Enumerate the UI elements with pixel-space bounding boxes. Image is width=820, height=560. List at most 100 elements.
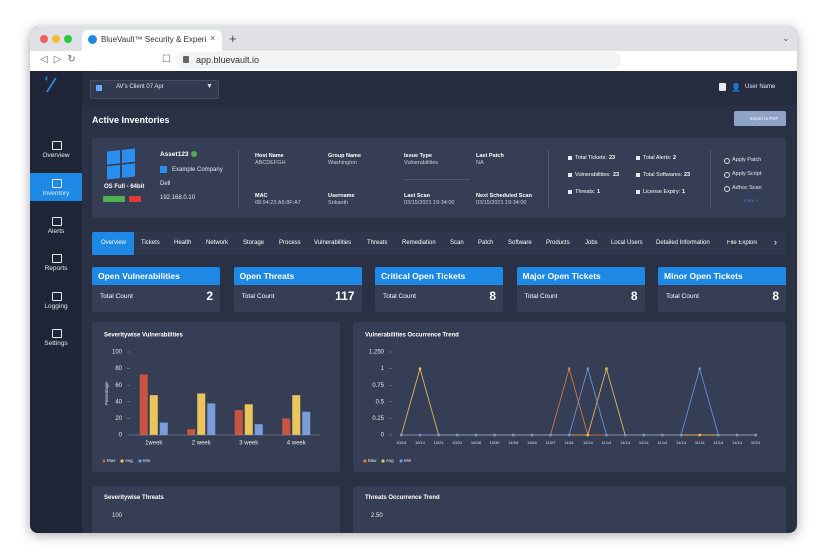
tab-scroll[interactable]: › [774, 237, 777, 247]
tab[interactable]: Patch [478, 240, 494, 246]
field-label: Next Scheduled Scan [476, 193, 532, 199]
card-title: Minor Open Tickets [664, 271, 743, 281]
card-label: Total Count [100, 293, 133, 300]
action[interactable]: Apply Patch [732, 157, 762, 163]
tab-close[interactable]: × [210, 33, 216, 43]
card-label: Total Count [241, 293, 275, 300]
user-icon[interactable]: 👤 [731, 83, 741, 92]
stat-label: Threats: [575, 189, 596, 195]
nav-icon [52, 217, 62, 226]
badge-red [129, 196, 141, 202]
stat-value: 1 [682, 189, 686, 195]
nav-item[interactable]: Inventory [42, 190, 70, 197]
nav-item[interactable]: Logging [44, 303, 68, 310]
field-value: Washington [328, 160, 357, 166]
tab-menu[interactable]: ⌄ [782, 33, 790, 43]
stat-icon [636, 190, 640, 194]
card-head [92, 267, 220, 285]
tab[interactable]: Tickets [141, 240, 160, 246]
min-dot[interactable] [52, 35, 60, 43]
nav-buttons[interactable]: ◁▷↻ [40, 54, 82, 65]
stat-value: 23 [684, 172, 691, 178]
nav-item[interactable]: Settings [44, 340, 68, 347]
url: app.bluevault.io [196, 55, 260, 65]
nav-icon [52, 292, 62, 301]
stat-value: 1 [597, 189, 601, 195]
page-title: Active Inventories [92, 115, 170, 125]
card-title: Critical Open Tickets [381, 271, 466, 281]
tab[interactable]: Process [279, 240, 301, 246]
tab[interactable]: Jobs [585, 240, 598, 246]
stat-value: 23 [609, 155, 616, 161]
field-value: 68:94:23:A6:8F:A7 [255, 200, 301, 206]
nav-item[interactable]: Reports [44, 265, 68, 272]
nav-icon [52, 254, 62, 263]
export-button[interactable] [734, 111, 786, 126]
field-value: Srikanth [328, 200, 349, 206]
field-label: Group Name [328, 153, 362, 159]
new-tab[interactable]: + [229, 31, 237, 46]
tab-active[interactable] [92, 232, 134, 255]
tab[interactable]: File Explorer [727, 240, 757, 246]
browser-tab[interactable] [82, 30, 222, 51]
tab[interactable]: Remediation [402, 240, 436, 246]
card-head [658, 267, 786, 285]
stat-icon [568, 190, 572, 194]
field-label: Last Patch [476, 153, 504, 159]
stat-icon [636, 156, 640, 160]
ip: 192.168.0.10 [160, 195, 196, 201]
url-field[interactable] [176, 52, 621, 69]
action[interactable]: Apply Script [732, 171, 762, 177]
field-label: Last Scan [404, 193, 430, 199]
sidebar [30, 71, 82, 533]
tab[interactable]: Health [174, 240, 192, 246]
action[interactable]: Adhoc Scan [732, 185, 762, 191]
bookmark[interactable]: ☐ [162, 54, 171, 65]
card-head [516, 267, 645, 285]
chart-title: Severitywise Threats [104, 495, 164, 501]
divider [238, 150, 239, 208]
tab[interactable]: Software [508, 240, 532, 246]
field-label: Issue Type [404, 153, 433, 159]
tab[interactable]: Overview [101, 240, 127, 246]
tab[interactable]: Threats [367, 240, 388, 246]
user-name[interactable]: User Name [745, 84, 776, 90]
nav-icon [52, 179, 62, 188]
max-dot[interactable] [64, 35, 72, 43]
client-select[interactable] [90, 80, 219, 99]
stat-label: Total Tickets: [575, 155, 607, 161]
tab[interactable]: Scan [450, 240, 464, 246]
field-value: 03/15/2021 19:34:00 [404, 200, 455, 206]
nav-item[interactable]: Overview [42, 152, 70, 159]
card-count: 2 [206, 289, 213, 303]
badge-green [103, 196, 125, 202]
chart-title: Threats Occurrence Trend [365, 495, 440, 501]
company-icon [160, 166, 167, 173]
more-link[interactable]: more > [744, 198, 759, 203]
tab[interactable]: Vulnerabilities [314, 240, 352, 246]
action-icon [724, 158, 730, 164]
field-line [404, 179, 470, 180]
card-title: Major Open Tickets [522, 271, 601, 281]
nav-item[interactable]: Alerts [47, 228, 65, 235]
tab[interactable]: Detailed Information [656, 240, 710, 246]
stat-icon [636, 173, 640, 177]
stat-label: Total Alerts: [643, 155, 672, 161]
tab[interactable]: Local Users [611, 240, 643, 246]
stat-label: Total Softwares: [643, 172, 683, 178]
tab[interactable]: Storage [243, 240, 265, 246]
company: Example Company [172, 167, 223, 173]
action-icon [724, 186, 730, 192]
tab[interactable]: Network [206, 240, 229, 246]
nav-icon [52, 329, 62, 338]
logo: ʿ⁄ [43, 75, 53, 97]
field-label: Host Name [255, 153, 284, 159]
help-icon[interactable] [719, 83, 726, 91]
field-value: ABCDEFGH [255, 160, 286, 166]
card-title: Open Vulnerabilities [98, 271, 180, 281]
card-head [375, 267, 503, 285]
close-dot[interactable] [40, 35, 48, 43]
field-label: MAC [255, 193, 268, 199]
tab[interactable]: Products [546, 240, 570, 246]
divider [710, 150, 711, 208]
